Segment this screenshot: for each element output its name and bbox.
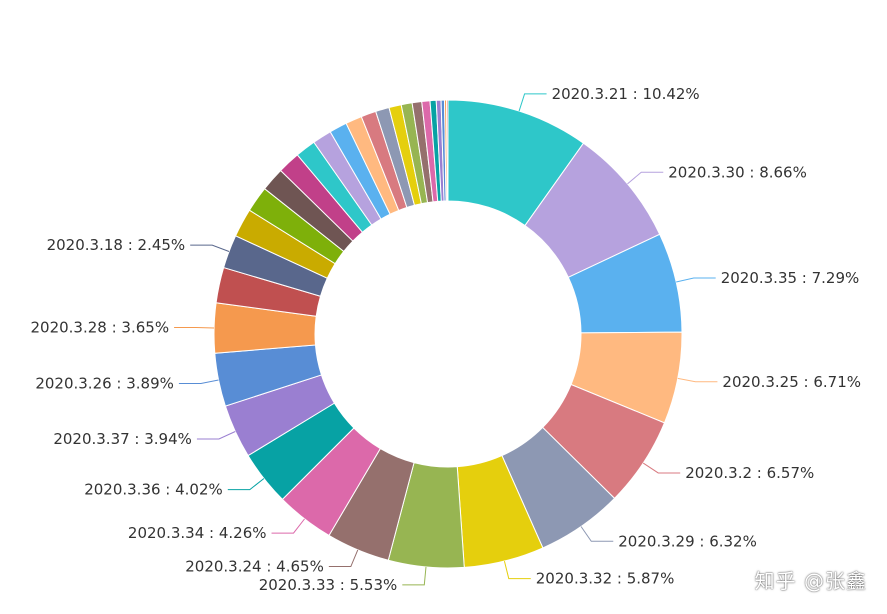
- slice-label: 2020.3.25 : 6.71%: [722, 373, 861, 391]
- label-leader-line: [503, 560, 531, 580]
- label-leader-line: [178, 379, 219, 385]
- slice-label: 2020.3.37 : 3.94%: [53, 430, 192, 448]
- slice-label: 2020.3.18 : 2.45%: [47, 236, 186, 254]
- label-leader-line: [196, 431, 236, 440]
- label-leader-line: [271, 518, 305, 534]
- slice-label: 2020.3.26 : 3.89%: [35, 375, 174, 393]
- slice-label: 2020.3.32 : 5.87%: [536, 570, 675, 588]
- slice-label: 2020.3.21 : 10.42%: [552, 85, 700, 103]
- slice-label: 2020.3.34 : 4.26%: [128, 524, 267, 542]
- donut-slice[interactable]: [446, 99, 449, 202]
- label-leader-line: [190, 244, 230, 252]
- label-leader-line: [676, 277, 716, 283]
- watermark: 知乎 @张鑫: [754, 569, 867, 593]
- slice-label: 2020.3.29 : 6.32%: [618, 532, 757, 550]
- slice-label: 2020.3.2 : 6.57%: [685, 464, 814, 482]
- slice-label: 2020.3.36 : 4.02%: [84, 481, 223, 499]
- label-leader-line: [328, 549, 359, 568]
- slice-label: 2020.3.28 : 3.65%: [30, 319, 169, 337]
- slice-group: [213, 99, 683, 569]
- label-group: 2020.3.21 : 10.42% 2020.3.30 : 8.66% 2020.…: [30, 85, 861, 594]
- label-leader-line: [402, 566, 427, 586]
- slice-label: 2020.3.24 : 4.65%: [185, 558, 324, 576]
- label-leader-line: [227, 478, 265, 491]
- slice-label: 2020.3.35 : 7.29%: [721, 269, 860, 287]
- label-leader-line: [518, 93, 547, 112]
- label-leader-line: [677, 377, 718, 383]
- label-leader-line: [627, 171, 664, 185]
- slice-label: 2020.3.30 : 8.66%: [668, 163, 807, 181]
- label-leader-line: [580, 526, 614, 542]
- label-leader-line: [642, 462, 681, 474]
- slice-label: 2020.3.33 : 5.53%: [259, 576, 398, 594]
